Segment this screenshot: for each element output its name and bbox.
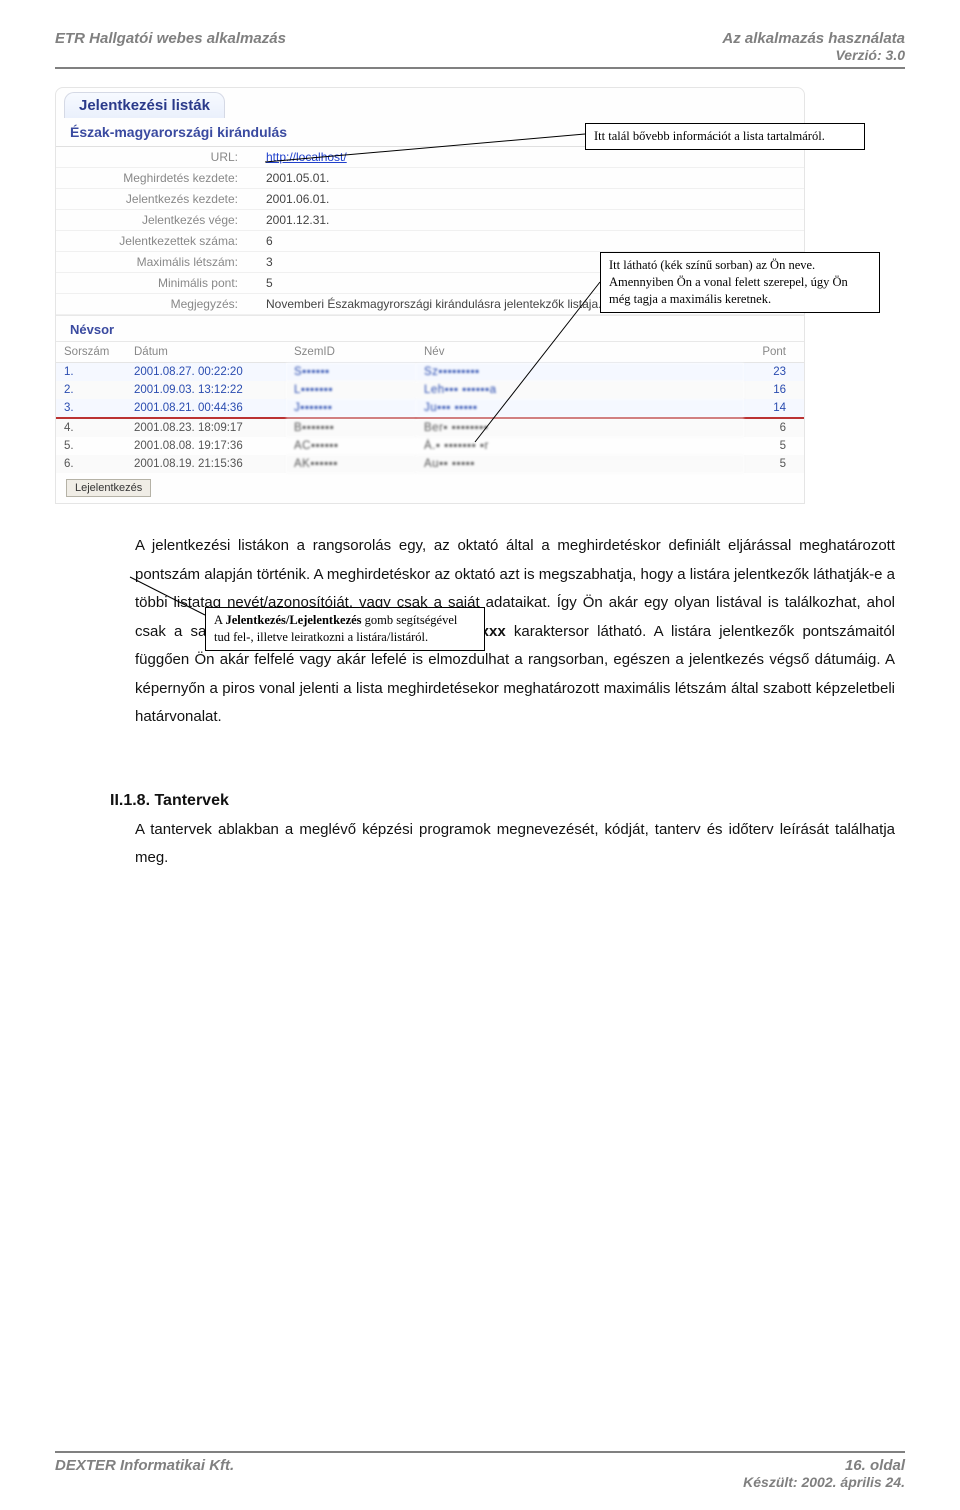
- url-link[interactable]: http://localhost/: [266, 150, 347, 164]
- row-label: Megjegyzés:: [56, 294, 256, 315]
- doc-footer: DEXTER Informatikai Kft. 16. oldal Készü…: [55, 1451, 905, 1490]
- header-right: Az alkalmazás használata Verzió: 3.0: [722, 30, 905, 63]
- table-row: 4. 2001.08.23. 18:09:17 B▪▪▪▪▪▪▪ Ber▪ ▪▪…: [56, 419, 804, 437]
- table-row: 1. 2001.08.27. 00:22:20 S▪▪▪▪▪▪ Sz▪▪▪▪▪▪…: [56, 363, 804, 382]
- section-heading: II.1.8. Tantervek: [110, 792, 905, 810]
- doc-header: ETR Hallgatói webes alkalmazás Az alkalm…: [55, 30, 905, 63]
- callout-info: Itt talál bővebb információt a lista tar…: [585, 123, 865, 150]
- row-label: Jelentkezés vége:: [56, 210, 256, 231]
- header-version: Verzió: 3.0: [722, 47, 905, 63]
- url-label: URL:: [56, 147, 256, 168]
- header-left: ETR Hallgatói webes alkalmazás: [55, 30, 286, 47]
- col-szemid: SzemID: [286, 342, 416, 363]
- row-label: Maximális létszám:: [56, 252, 256, 273]
- row-label: Minimális pont:: [56, 273, 256, 294]
- callout-blue-row: Itt látható (kék színű sorban) az Ön nev…: [600, 252, 880, 313]
- table-row: 3. 2001.08.21. 00:44:36 J▪▪▪▪▪▪▪ Ju▪▪▪ ▪…: [56, 399, 804, 417]
- section-body: A tantervek ablakban a meglévő képzési p…: [135, 816, 895, 873]
- col-pont: Pont: [744, 342, 804, 363]
- row-label: Meghirdetés kezdete:: [56, 168, 256, 189]
- callout-button: A Jelentkezés/Lejelentkezés gomb segítsé…: [205, 607, 485, 651]
- row-value: 2001.06.01.: [256, 189, 804, 210]
- deregister-button[interactable]: Lejelentkezés: [66, 479, 151, 497]
- col-nev: Név: [416, 342, 744, 363]
- footer-left: DEXTER Informatikai Kft.: [55, 1457, 234, 1490]
- row-value: 2001.12.31.: [256, 210, 804, 231]
- row-label: Jelentkezés kezdete:: [56, 189, 256, 210]
- col-sorszam: Sorszám: [56, 342, 126, 363]
- row-label: Jelentkezettek száma:: [56, 231, 256, 252]
- panel-title: Jelentkezési listák: [64, 92, 225, 118]
- header-divider: [55, 67, 905, 69]
- header-right-title: Az alkalmazás használata: [722, 30, 905, 47]
- row-value: 2001.05.01.: [256, 168, 804, 189]
- screenshot-region: Jelentkezési listák Észak-magyarországi …: [55, 87, 905, 504]
- col-datum: Dátum: [126, 342, 286, 363]
- table-row: 2. 2001.09.03. 13:12:22 L▪▪▪▪▪▪▪ Leh▪▪▪ …: [56, 381, 804, 399]
- footer-page: 16. oldal: [743, 1457, 905, 1474]
- roster-table: Sorszám Dátum SzemID Név Pont 1. 2001.08…: [56, 342, 804, 473]
- footer-date: Készült: 2002. április 24.: [743, 1474, 905, 1490]
- row-value: 6: [256, 231, 804, 252]
- table-row: 5. 2001.08.08. 19:17:36 AC▪▪▪▪▪▪ Á.▪ ▪▪▪…: [56, 437, 804, 455]
- roster-title: Névsor: [56, 315, 804, 342]
- table-row: 6. 2001.08.19. 21:15:36 AK▪▪▪▪▪▪ Au▪▪ ▪▪…: [56, 455, 804, 473]
